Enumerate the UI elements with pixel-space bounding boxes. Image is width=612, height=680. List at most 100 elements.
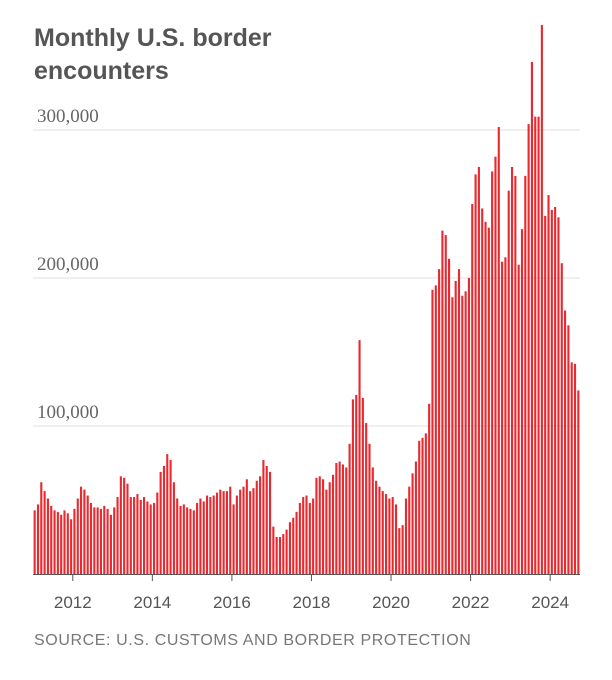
bar [136,494,139,574]
bar [421,437,424,574]
bar [438,269,441,574]
bar [182,504,185,574]
bar [577,390,580,574]
bar [527,124,530,574]
bar [222,491,225,574]
bar [510,167,514,574]
bar [484,221,487,574]
bar [89,502,93,574]
bar [96,507,99,574]
bar [428,403,431,574]
bar [358,340,361,574]
bar [66,513,69,574]
bar [474,174,477,574]
bar [424,433,427,574]
bar [524,175,527,574]
bar [501,261,504,574]
bar [146,501,149,574]
bar [394,504,398,574]
bar [192,510,195,574]
bar [312,498,315,574]
bar [143,497,146,574]
bar [113,507,116,574]
bar [63,510,66,574]
bar [544,215,547,574]
bar [109,514,112,574]
bar [404,498,408,574]
bar [328,482,331,574]
bar [46,498,49,574]
bar [40,482,43,574]
bar [73,508,76,574]
bar [315,477,318,574]
bar [278,537,282,574]
bar [504,257,507,574]
bar [259,476,262,574]
bar [351,399,354,574]
chart-title: Monthly U.S. border encounters [34,22,454,88]
bar [308,502,311,574]
bar [540,24,543,575]
bar [537,116,540,575]
bar [56,511,59,574]
bar [378,486,381,574]
bar [239,489,242,574]
bar [159,471,162,574]
bar [262,460,265,574]
bar [318,476,321,574]
x-tick-label: 2018 [293,593,331,612]
bar [249,491,252,574]
bar [83,489,86,574]
bar [166,454,169,574]
bar [408,486,411,574]
bar [215,492,219,574]
bar [338,461,341,574]
bar [285,529,288,574]
source-note: SOURCE: U.S. CUSTOMS AND BORDER PROTECTI… [34,632,472,649]
bar [567,325,570,574]
bar [431,289,434,574]
bar [481,208,484,574]
bar [418,440,421,574]
bar [461,295,464,574]
x-tick-label: 2020 [372,593,410,612]
bar [126,483,129,574]
bar [60,514,63,574]
bar [43,491,46,574]
bar [375,480,378,574]
bar [345,467,348,574]
bar [507,190,510,574]
bar [477,167,480,574]
bar [196,502,199,574]
bar [172,482,175,574]
bar [265,465,268,574]
y-tick-label: 100,000 [37,402,99,423]
bar [355,394,358,574]
bar [514,175,517,574]
bar [560,263,563,574]
bar [464,291,467,574]
bar [212,495,215,574]
bar [235,495,238,574]
bar [199,498,202,574]
x-tick-label: 2016 [213,593,251,612]
x-tick-label: 2024 [531,593,569,612]
bar [70,519,73,574]
bar [275,537,278,574]
bar [162,465,166,574]
label-layer: 100,000 200,000 300,000 2012 2014 2016 2018 202… [33,106,580,612]
bar [209,497,212,574]
bar [341,464,345,574]
bar [467,278,470,574]
bar [554,206,557,574]
bar [471,204,474,574]
x-tick-label: 2012 [54,593,92,612]
bar [385,494,388,574]
y-tick-label: 300,000 [37,106,99,127]
bar [106,508,109,574]
bar [36,504,40,574]
bar [288,522,291,574]
bar [322,479,325,574]
chart-title-line-2: encounters [34,57,169,85]
bar [564,310,567,574]
